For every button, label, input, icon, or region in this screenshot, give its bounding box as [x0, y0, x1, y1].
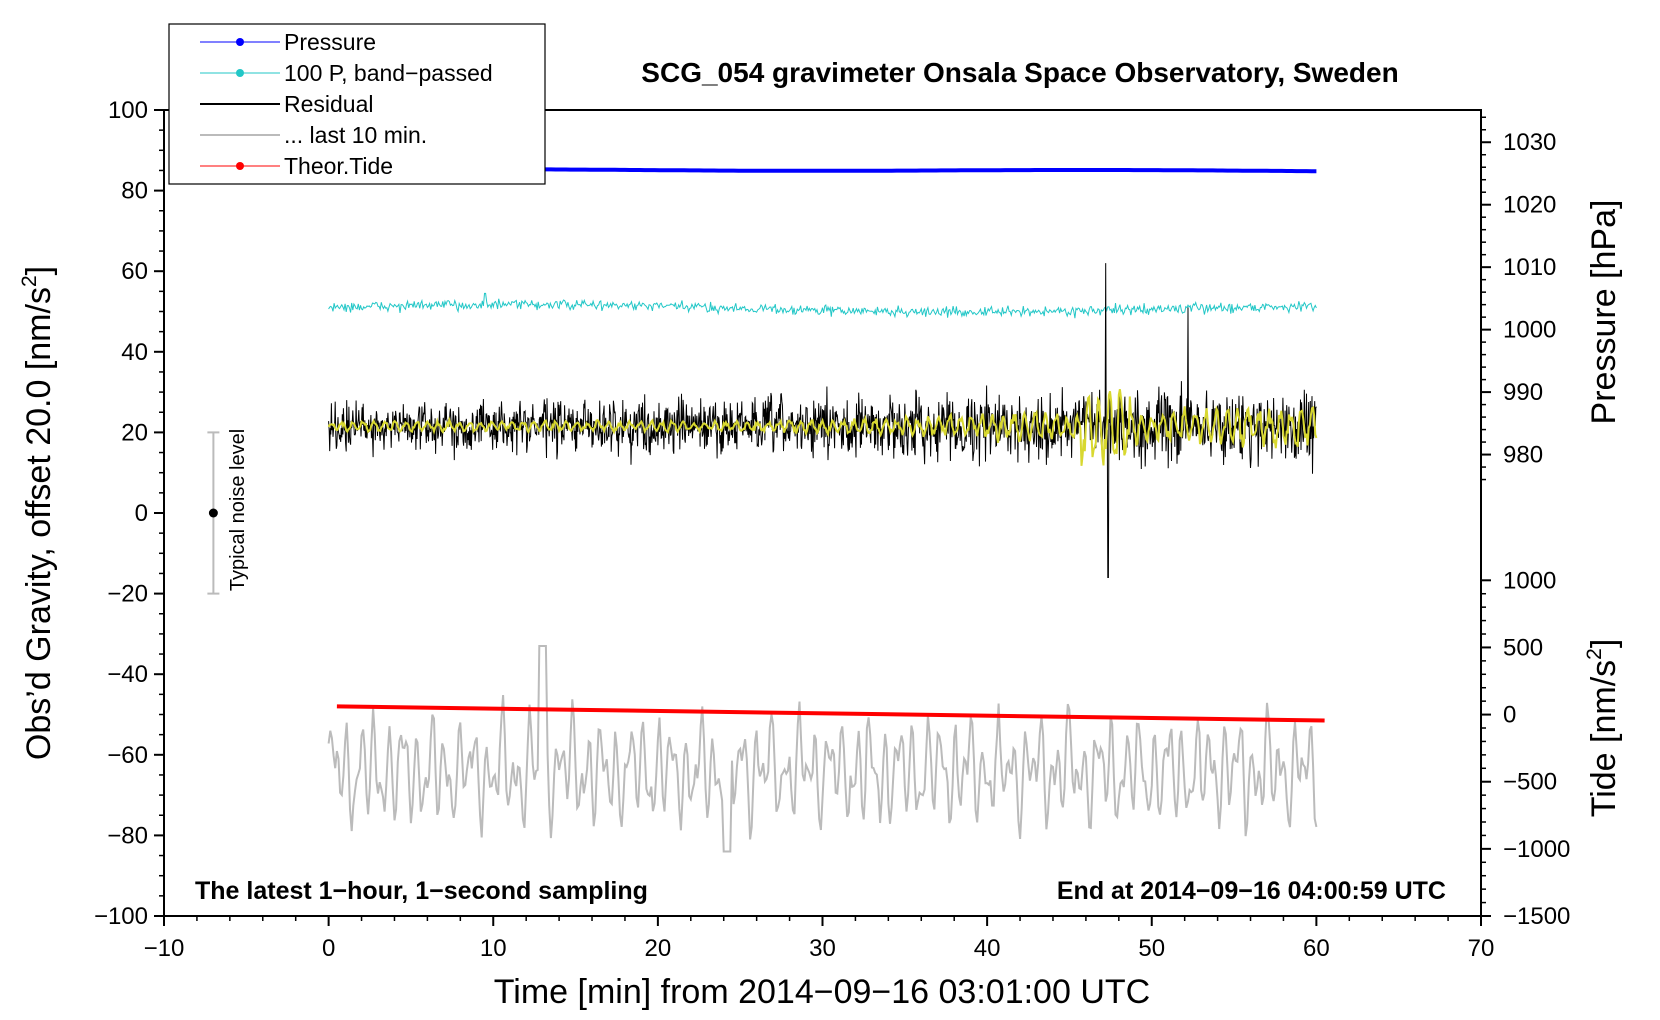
- x-tick-label: 30: [809, 935, 836, 962]
- legend-label: Theor.Tide: [284, 153, 393, 179]
- series-residual-smoothed: [327, 389, 1318, 466]
- y-tick-label: −40: [107, 661, 148, 688]
- x-axis-label: Time [min] from 2014−09−16 03:01:00 UTC: [494, 973, 1150, 1011]
- legend-marker: [236, 162, 244, 170]
- tide-tick-label: −1000: [1503, 836, 1570, 863]
- pressure-axis-label: Pressure [hPa]: [1585, 200, 1623, 425]
- y-axis-label: Obs’d Gravity, offset 20.0 [nm/s2]: [18, 266, 58, 760]
- pressure-tick-label: 1020: [1503, 192, 1556, 219]
- pressure-tick-label: 1000: [1503, 317, 1556, 344]
- pressure-tick-label: 980: [1503, 442, 1543, 469]
- legend-label: Pressure: [284, 29, 376, 55]
- pressure-tick-label: 1030: [1503, 129, 1556, 156]
- x-tick-label: −10: [144, 935, 185, 962]
- tide-tick-label: 0: [1503, 702, 1516, 729]
- noise-label: Typical noise level: [227, 429, 249, 591]
- pressure-tick-label: 990: [1503, 379, 1543, 406]
- pressure-tick-label: 1010: [1503, 254, 1556, 281]
- tide-tick-label: 1000: [1503, 567, 1556, 594]
- y-tick-label: −80: [107, 822, 148, 849]
- y-axis-label-end: ]: [20, 266, 58, 275]
- series-last-10-min: [327, 645, 1318, 853]
- y-tick-label: 20: [121, 419, 148, 446]
- annotation-latest-hour: The latest 1−hour, 1−second sampling: [195, 877, 648, 905]
- tide-tick-label: −1500: [1503, 903, 1570, 930]
- tide-axis-label: Tide [nm/s2]: [1583, 639, 1623, 818]
- annotation-end-time: End at 2014−09−16 04:00:59 UTC: [1057, 877, 1446, 905]
- x-tick-label: 40: [974, 935, 1001, 962]
- y-tick-label: 60: [121, 258, 148, 285]
- x-tick-label: 0: [322, 935, 335, 962]
- series-residual: [328, 263, 1317, 578]
- x-tick-label: 70: [1468, 935, 1495, 962]
- x-tick-label: 10: [480, 935, 507, 962]
- legend-label: 100 P, band−passed: [284, 60, 493, 86]
- x-tick-label: 60: [1303, 935, 1330, 962]
- series-band-passed: [328, 292, 1317, 319]
- y-tick-label: 100: [108, 97, 148, 124]
- y-tick-label: 80: [121, 178, 148, 205]
- y-tick-label: −100: [94, 903, 148, 930]
- y-tick-label: 0: [135, 500, 148, 527]
- legend-label: ... last 10 min.: [284, 122, 427, 148]
- tide-axis-label-sup: 2: [1583, 648, 1606, 660]
- y-tick-label: −60: [107, 742, 148, 769]
- series-theor-tide: [336, 704, 1325, 723]
- tide-tick-label: 500: [1503, 634, 1543, 661]
- y-tick-label: −20: [107, 581, 148, 608]
- y-axis-label-sup: 2: [18, 275, 41, 287]
- tide-tick-label: −500: [1503, 769, 1557, 796]
- chart-title: SCG_054 gravimeter Onsala Space Observat…: [641, 57, 1398, 88]
- x-tick-label: 20: [645, 935, 672, 962]
- legend-label: Residual: [284, 91, 374, 117]
- legend-marker: [236, 38, 244, 46]
- legend-marker: [236, 69, 244, 77]
- y-tick-label: 40: [121, 339, 148, 366]
- noise-bar-center: [208, 508, 218, 518]
- legend: Pressure 100 P, band−passed Residual ... la…: [168, 23, 546, 185]
- tide-axis-label-end: ]: [1585, 639, 1623, 648]
- x-tick-label: 50: [1138, 935, 1165, 962]
